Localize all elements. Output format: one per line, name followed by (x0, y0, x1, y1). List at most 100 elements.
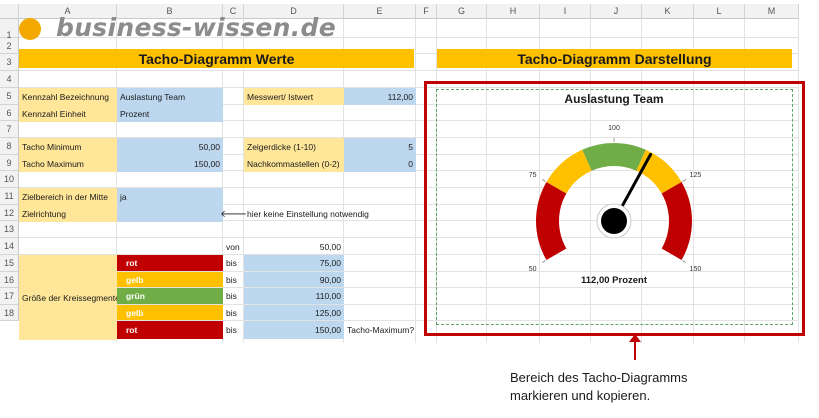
column-header[interactable]: I (540, 4, 591, 19)
select-all-corner[interactable] (0, 4, 19, 19)
segments-label[interactable]: Größe der Kreissegmente (19, 255, 120, 340)
gauge-title: Auslastung Team (564, 92, 663, 106)
tacho-max-note: Tacho-Maximum? (347, 324, 415, 335)
column-header[interactable]: M (745, 4, 799, 19)
column-gridline (744, 19, 745, 343)
zielrichtung-value[interactable] (117, 205, 223, 222)
row-header[interactable]: 18 (0, 305, 19, 321)
gauge-tick-label-2: 100 (608, 125, 620, 132)
row-header[interactable]: 2 (0, 38, 19, 54)
column-header[interactable]: F (416, 4, 437, 19)
logo-text: business-wissen.de (56, 13, 336, 42)
row-header[interactable]: 17 (0, 288, 19, 305)
column-header[interactable]: D (244, 4, 344, 19)
left-title: Tacho-Diagramm Werte (138, 50, 295, 67)
column-header[interactable]: A (19, 4, 117, 19)
column-gridline (222, 19, 223, 343)
tacho-min-label[interactable]: Tacho Minimum (19, 138, 117, 155)
segment-bis-value[interactable]: 75,00 (244, 255, 344, 271)
messwert-label[interactable]: Messwert/ Istwert (244, 88, 344, 105)
column-gridline (116, 19, 117, 343)
column-header[interactable]: C (223, 4, 244, 19)
von-value[interactable]: 50,00 (319, 241, 341, 252)
gauge-band-0 (536, 182, 567, 260)
column-header[interactable]: E (344, 4, 416, 19)
annotation-line-1: Bereich des Tacho-Diagramms (510, 370, 688, 385)
column-header[interactable]: L (694, 4, 745, 19)
zielrichtung-label[interactable]: Zielrichtung (19, 205, 117, 222)
row-header[interactable]: 5 (0, 88, 19, 105)
zielbereich-value[interactable]: ja (117, 188, 223, 205)
annotation-arrow-line (634, 340, 636, 360)
up-arrow-icon (629, 334, 641, 342)
row-header[interactable]: 6 (0, 105, 19, 121)
row-gridline (19, 287, 799, 288)
row-header[interactable]: 14 (0, 238, 19, 255)
column-gridline (539, 19, 540, 343)
tacho-min-value[interactable]: 50,00 (117, 138, 223, 155)
column-header[interactable]: G (437, 4, 487, 19)
segment-color-cell[interactable]: rot (117, 255, 223, 271)
row-gridline (19, 137, 799, 138)
messwert-value[interactable]: 112,00 (344, 88, 416, 105)
row-gridline (19, 120, 799, 121)
gauge-readout: 112,00 Prozent (581, 275, 648, 286)
row-header[interactable]: 16 (0, 272, 19, 288)
column-header[interactable]: J (591, 4, 642, 19)
row-header[interactable]: 1 (0, 19, 19, 40)
segment-color-cell[interactable]: gelb (117, 272, 223, 287)
segment-bis-value[interactable]: 110,00 (244, 288, 344, 304)
einheit-value[interactable]: Prozent (117, 105, 223, 122)
row-header[interactable]: 10 (0, 171, 19, 188)
gauge-band-4 (661, 182, 692, 260)
row-gridline (19, 304, 799, 305)
row-gridline (19, 237, 799, 238)
column-gridline (590, 19, 591, 343)
segment-color-cell[interactable]: gelb (117, 305, 223, 320)
segment-color-cell[interactable]: rot (117, 321, 223, 339)
row-gridline (19, 254, 799, 255)
nachkomma-label[interactable]: Nachkommastellen (0-2) (244, 155, 344, 172)
gauge-tick-3 (682, 179, 687, 182)
gauge-tick-label-3: 125 (690, 172, 702, 179)
nachkomma-value[interactable]: 0 (344, 155, 416, 172)
row-header[interactable]: 11 (0, 188, 19, 205)
annotation-line-2: markieren und kopieren. (510, 388, 651, 403)
segment-bis-value[interactable]: 150,00 (244, 321, 344, 339)
row-header[interactable]: 4 (0, 71, 19, 88)
segment-bis-value[interactable]: 90,00 (244, 272, 344, 287)
gauge-band-1 (546, 149, 592, 194)
right-title-banner[interactable]: Tacho-Diagramm Darstellung (437, 49, 792, 68)
kennzahl-value[interactable]: Auslastung Team (117, 88, 223, 105)
row-header[interactable]: 3 (0, 54, 19, 71)
row-header[interactable]: 7 (0, 121, 19, 138)
left-title-banner[interactable]: Tacho-Diagramm Werte (19, 49, 414, 68)
gauge-tick-label-0: 50 (529, 266, 537, 273)
bis-label: bis (226, 274, 237, 285)
row-header[interactable]: 15 (0, 255, 19, 272)
column-header[interactable]: H (487, 4, 540, 19)
row-header[interactable]: 13 (0, 221, 19, 238)
column-gridline (343, 19, 344, 343)
gauge-tick-0 (541, 260, 546, 263)
kennzahl-label[interactable]: Kennzahl Bezeichnung (19, 88, 117, 105)
zeigerdicke-label[interactable]: Zeigerdicke (1-10) (244, 138, 344, 155)
segment-bis-value[interactable]: 125,00 (244, 305, 344, 320)
column-header[interactable]: B (117, 4, 223, 19)
zielbereich-label[interactable]: Zielbereich in der Mitte (19, 188, 117, 205)
zeigerdicke-value[interactable]: 5 (344, 138, 416, 155)
left-arrow-icon: 🡐 (220, 208, 247, 220)
tacho-max-value[interactable]: 150,00 (117, 155, 223, 172)
chart-area[interactable] (436, 89, 793, 325)
chart-frame[interactable] (424, 81, 805, 336)
row-header[interactable]: 8 (0, 138, 19, 155)
tacho-max-label[interactable]: Tacho Maximum (19, 155, 117, 172)
row-header[interactable]: 9 (0, 155, 19, 171)
gauge-tick-label-4: 150 (690, 266, 702, 273)
column-header[interactable]: K (642, 4, 694, 19)
row-gridline (19, 204, 799, 205)
tacho-gauge-chart[interactable]: Auslastung Team 50 75 100 125 150 112,00 Proze… (424, 81, 805, 336)
row-header[interactable]: 12 (0, 205, 19, 221)
einheit-label[interactable]: Kennzahl Einheit (19, 105, 117, 122)
segment-color-cell[interactable]: grün (117, 288, 223, 304)
